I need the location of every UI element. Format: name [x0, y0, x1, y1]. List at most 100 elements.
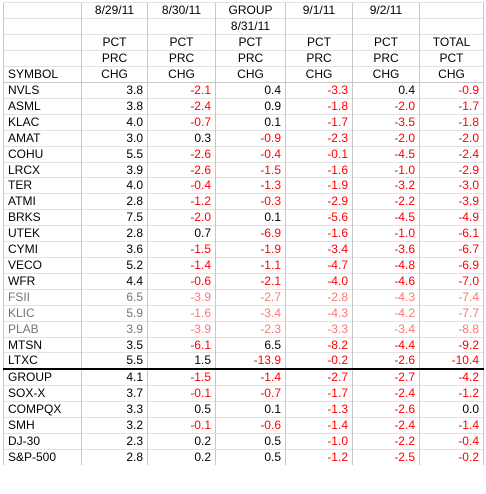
pct-chg-cell: -1.9	[215, 241, 286, 258]
header-cell	[419, 18, 484, 35]
symbol-cell: COMPQX	[3, 401, 82, 418]
pct-chg-cell: 0.1	[215, 401, 286, 418]
header-row-dates: 8/29/11 8/30/11 GROUP 9/1/11 9/2/11	[3, 2, 484, 19]
pct-chg-cell: -4.4	[352, 336, 420, 353]
pct-chg-cell: 5.9	[81, 304, 148, 322]
total-pct-chg-cell: -3.0	[419, 177, 484, 194]
symbol-cell: ASML	[3, 97, 82, 115]
pct-chg-cell: -2.0	[352, 97, 420, 115]
pct-chg-cell: -2.1	[147, 82, 216, 99]
pct-chg-cell: -3.9	[147, 320, 216, 337]
header-cell: PRC	[81, 50, 148, 67]
pct-chg-cell: -2.9	[285, 193, 353, 210]
header-row-dates-b: 8/31/11	[3, 18, 484, 35]
pct-chg-cell: -4.3	[285, 304, 353, 322]
pct-chg-cell: -2.0	[147, 209, 216, 226]
total-pct-chg-cell: 0.0	[419, 401, 484, 418]
pct-chg-cell: -2.4	[352, 385, 420, 402]
pct-chg-cell: -4.2	[352, 304, 420, 322]
header-row-pct: PCT PCT PCT PCT PCT TOTAL	[3, 34, 484, 51]
header-total-label: TOTAL	[419, 34, 484, 51]
pct-chg-cell: 0.1	[215, 113, 286, 131]
pct-chg-cell: -4.7	[285, 256, 353, 274]
pct-chg-cell: -1.4	[215, 368, 286, 386]
pct-chg-cell: -4.5	[352, 145, 420, 163]
pct-chg-cell: 5.5	[81, 352, 148, 370]
pct-chg-cell: 6.5	[81, 288, 148, 306]
pct-chg-cell: 3.9	[81, 161, 148, 178]
table-row: SMH 3.2 -0.1 -0.6 -1.4 -2.4 -1.4	[3, 417, 484, 434]
table-row: WFR 4.4 -0.6 -2.1 -4.0 -4.6 -7.0	[3, 272, 484, 290]
header-date-9-1: 9/1/11	[285, 2, 353, 19]
pct-chg-cell: -3.9	[147, 288, 216, 306]
pct-chg-cell: 4.4	[81, 272, 148, 290]
pct-chg-cell: -1.6	[285, 161, 353, 178]
symbol-cell: CYMI	[3, 241, 82, 258]
symbol-cell: NVLS	[3, 82, 82, 99]
pct-chg-cell: -3.4	[285, 241, 353, 258]
table-row: GROUP 4.1 -1.5 -1.4 -2.7 -2.7 -4.2	[3, 368, 484, 386]
pct-chg-cell: 1.5	[147, 352, 216, 370]
header-cell	[3, 34, 82, 51]
table-row: KLIC 5.9 -1.6 -3.4 -4.3 -4.2 -7.7	[3, 304, 484, 322]
symbol-cell: SMH	[3, 417, 82, 434]
pct-chg-cell: -3.5	[352, 113, 420, 131]
symbol-cell: LRCX	[3, 161, 82, 178]
header-cell: PCT	[285, 34, 353, 51]
pct-chg-cell: -1.4	[147, 256, 216, 274]
symbol-cell: KLAC	[3, 113, 82, 131]
pct-chg-cell: 3.9	[81, 320, 148, 337]
pct-chg-cell: -2.2	[352, 432, 420, 450]
pct-chg-cell: -1.6	[285, 225, 353, 242]
pct-chg-cell: -3.2	[352, 177, 420, 194]
pct-chg-cell: -1.7	[285, 113, 353, 131]
total-pct-chg-cell: -6.7	[419, 241, 484, 258]
header-cell: PRC	[285, 50, 353, 67]
header-cell: PRC	[352, 50, 420, 67]
total-pct-chg-cell: -3.9	[419, 193, 484, 210]
pct-chg-cell: 3.6	[81, 241, 148, 258]
table-row: MTSN 3.5 -6.1 6.5 -8.2 -4.4 -9.2	[3, 336, 484, 353]
header-cell	[3, 50, 82, 67]
header-row-prc: PRC PRC PRC PRC PRC PCT	[3, 50, 484, 67]
pct-chg-cell: -1.5	[147, 368, 216, 386]
price-change-table: 8/29/11 8/30/11 GROUP 9/1/11 9/2/11 8/31…	[3, 2, 484, 465]
pct-chg-cell: -0.9	[215, 129, 286, 147]
total-pct-chg-cell: -10.4	[419, 352, 484, 370]
pct-chg-cell: 3.8	[81, 82, 148, 99]
pct-chg-cell: -4.0	[285, 272, 353, 290]
pct-chg-cell: 0.3	[147, 129, 216, 147]
header-group-label: GROUP	[215, 2, 286, 19]
total-pct-chg-cell: -9.2	[419, 336, 484, 353]
total-pct-chg-cell: -1.7	[419, 97, 484, 115]
table-row: PLAB 3.9 -3.9 -2.3 -3.3 -3.4 -8.8	[3, 320, 484, 337]
pct-chg-cell: -3.6	[352, 241, 420, 258]
pct-chg-cell: -0.6	[215, 417, 286, 434]
pct-chg-cell: -0.2	[285, 352, 353, 370]
table-row: KLAC 4.0 -0.7 0.1 -1.7 -3.5 -1.8	[3, 113, 484, 131]
header-cell: CHG	[215, 66, 286, 83]
total-pct-chg-cell: -0.2	[419, 448, 484, 465]
pct-chg-cell: -6.1	[147, 336, 216, 353]
pct-chg-cell: -1.7	[285, 385, 353, 402]
pct-chg-cell: -4.8	[352, 256, 420, 274]
table-row: VECO 5.2 -1.4 -1.1 -4.7 -4.8 -6.9	[3, 256, 484, 274]
pct-chg-cell: 4.1	[81, 368, 148, 386]
symbol-cell: SOX-X	[3, 385, 82, 402]
pct-chg-cell: 6.5	[215, 336, 286, 353]
header-cell: PCT	[215, 34, 286, 51]
pct-chg-cell: -0.4	[215, 145, 286, 163]
pct-chg-cell: -1.8	[285, 97, 353, 115]
header-cell	[3, 18, 82, 35]
header-cell: PCT	[81, 34, 148, 51]
symbol-cell: TER	[3, 177, 82, 194]
pct-chg-cell: 0.2	[147, 432, 216, 450]
pct-chg-cell: 3.0	[81, 129, 148, 147]
symbol-cell: VECO	[3, 256, 82, 274]
table-row: NVLS 3.8 -2.1 0.4 -3.3 0.4 -0.9	[3, 82, 484, 99]
header-cell: CHG	[419, 66, 484, 83]
symbol-cell: ATMI	[3, 193, 82, 210]
symbol-cell: FSII	[3, 288, 82, 306]
header-cell: CHG	[285, 66, 353, 83]
